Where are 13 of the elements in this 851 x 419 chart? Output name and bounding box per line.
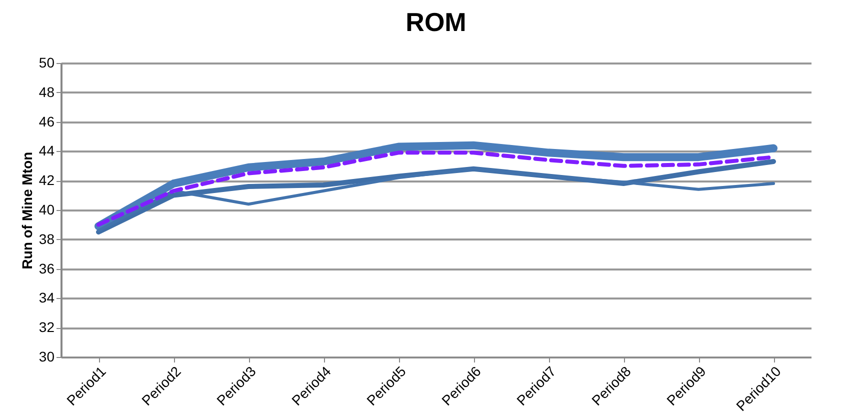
y-tick-label: 30 <box>38 348 55 364</box>
y-tick-label: 40 <box>38 202 55 218</box>
y-tick-label: 44 <box>38 142 55 159</box>
chart-title: ROM <box>406 7 466 37</box>
y-tick-label: 42 <box>38 172 55 188</box>
y-tick-label: 36 <box>38 260 55 276</box>
y-tick-label: 38 <box>38 230 55 247</box>
y-axis-title: Run of Mine Mton <box>18 152 35 270</box>
y-tick-label: 32 <box>38 319 55 336</box>
y-tick-label: 34 <box>38 290 55 306</box>
y-tick-label: 48 <box>38 84 55 100</box>
y-tick-label: 46 <box>38 113 55 130</box>
y-tick-label: 50 <box>38 54 55 70</box>
